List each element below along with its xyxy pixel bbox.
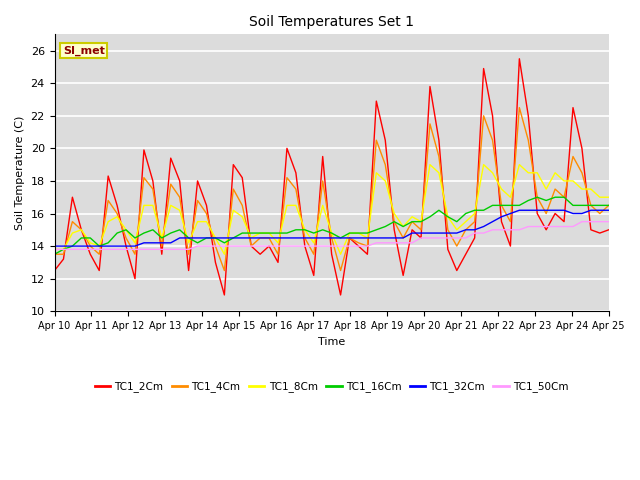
Legend: TC1_2Cm, TC1_4Cm, TC1_8Cm, TC1_16Cm, TC1_32Cm, TC1_50Cm: TC1_2Cm, TC1_4Cm, TC1_8Cm, TC1_16Cm, TC1… [90, 377, 573, 396]
Title: Soil Temperatures Set 1: Soil Temperatures Set 1 [249, 15, 414, 29]
X-axis label: Time: Time [318, 336, 345, 347]
Y-axis label: Soil Temperature (C): Soil Temperature (C) [15, 116, 25, 230]
Text: SI_met: SI_met [63, 46, 105, 56]
